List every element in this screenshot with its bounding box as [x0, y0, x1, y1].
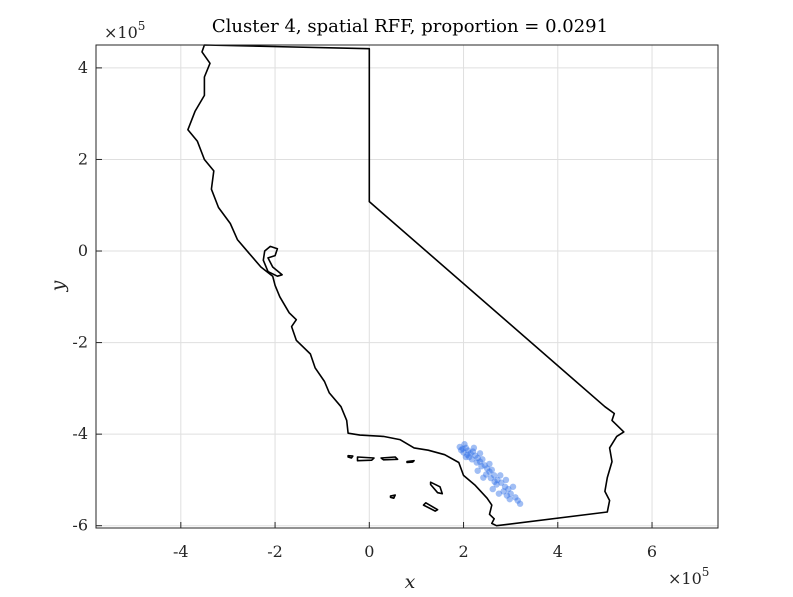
scatter-points	[456, 441, 524, 507]
island-outline	[356, 456, 375, 462]
y-ticks: -6 -4 -2 0 2 4	[72, 58, 102, 535]
scatter-point	[493, 481, 500, 488]
scatter-point	[506, 495, 513, 503]
scatter-point	[495, 490, 503, 497]
y-tick-label: 2	[78, 149, 88, 168]
x-axis-label: x	[405, 571, 416, 593]
scatter-point	[472, 452, 479, 459]
scatter-point	[488, 466, 496, 474]
scatter-point	[456, 443, 463, 451]
x-multiplier-exponent: 5	[702, 565, 710, 579]
y-tick-label: -2	[72, 333, 88, 352]
island-outline	[422, 501, 439, 512]
y-multiplier-exponent: 5	[138, 19, 146, 33]
bay-outline	[262, 245, 283, 278]
scatter-point	[502, 476, 510, 484]
x-ticks: -4 -2 0 2 4 6	[173, 522, 657, 561]
state-outline-group	[187, 44, 625, 527]
scatter-point	[461, 441, 468, 448]
y-tick-label: -6	[72, 516, 88, 535]
scatter-point	[459, 445, 466, 452]
y-tick-label: 4	[78, 58, 88, 77]
island-outline	[389, 494, 397, 500]
california-outline	[187, 44, 625, 527]
x-tick-label: 0	[364, 542, 374, 561]
scatter-point	[500, 488, 507, 495]
scatter-point	[462, 453, 470, 461]
scatter-point	[470, 444, 478, 452]
scatter-point	[494, 476, 501, 484]
island-outline	[380, 456, 399, 461]
scatter-point	[465, 447, 472, 454]
scatter-point	[466, 453, 473, 461]
x-tick-label: 4	[553, 542, 563, 561]
scatter-point	[490, 472, 498, 479]
scatter-point	[476, 450, 484, 457]
scatter-point	[457, 446, 465, 454]
axes-box	[95, 44, 719, 529]
island-outline	[347, 454, 354, 459]
scatter-point	[460, 449, 467, 456]
scatter-point	[498, 479, 505, 486]
scatter-point	[467, 450, 474, 457]
scatter-point	[503, 492, 511, 499]
scatter-point	[487, 474, 495, 482]
scatter-point	[464, 451, 471, 458]
y-tick-label: -4	[72, 424, 88, 443]
x-multiplier: ×105	[668, 565, 709, 588]
scatter-point	[509, 483, 517, 490]
island-outline	[406, 459, 415, 464]
scatter-point	[481, 462, 488, 469]
scatter-point	[497, 472, 504, 479]
scatter-point	[478, 462, 485, 470]
scatter-point	[476, 458, 484, 465]
chart-title: Cluster 4, spatial RFF, proportion = 0.0…	[212, 16, 608, 37]
scatter-point	[482, 471, 490, 478]
grid-lines	[96, 45, 718, 528]
y-axis-label: y	[47, 280, 69, 292]
scatter-point	[474, 454, 481, 462]
x-tick-label: 6	[647, 542, 657, 561]
scatter-point	[483, 465, 491, 472]
scatter-point	[468, 456, 476, 463]
scatter-point	[469, 448, 477, 455]
scatter-point	[486, 460, 493, 468]
scatter-point	[516, 500, 524, 507]
scatter-point	[473, 459, 480, 466]
y-multiplier: ×105	[104, 19, 145, 42]
x-tick-label: -2	[267, 542, 283, 561]
scatter-point	[480, 474, 487, 481]
x-tick-label: -4	[173, 542, 189, 561]
scatter-point	[486, 468, 493, 475]
scatter-point	[474, 467, 481, 474]
scatter-point	[505, 485, 512, 493]
scatter-point	[514, 497, 521, 504]
scatter-point	[507, 490, 514, 497]
scatter-point	[512, 494, 519, 501]
scatter-point	[491, 478, 498, 485]
scatter-point	[479, 456, 486, 463]
scatter-point	[501, 483, 509, 490]
y-tick-label: 0	[78, 241, 88, 260]
scatter-point	[462, 444, 470, 452]
x-tick-label: 2	[458, 542, 468, 561]
island-outline	[429, 481, 444, 495]
scatter-point	[489, 485, 496, 493]
